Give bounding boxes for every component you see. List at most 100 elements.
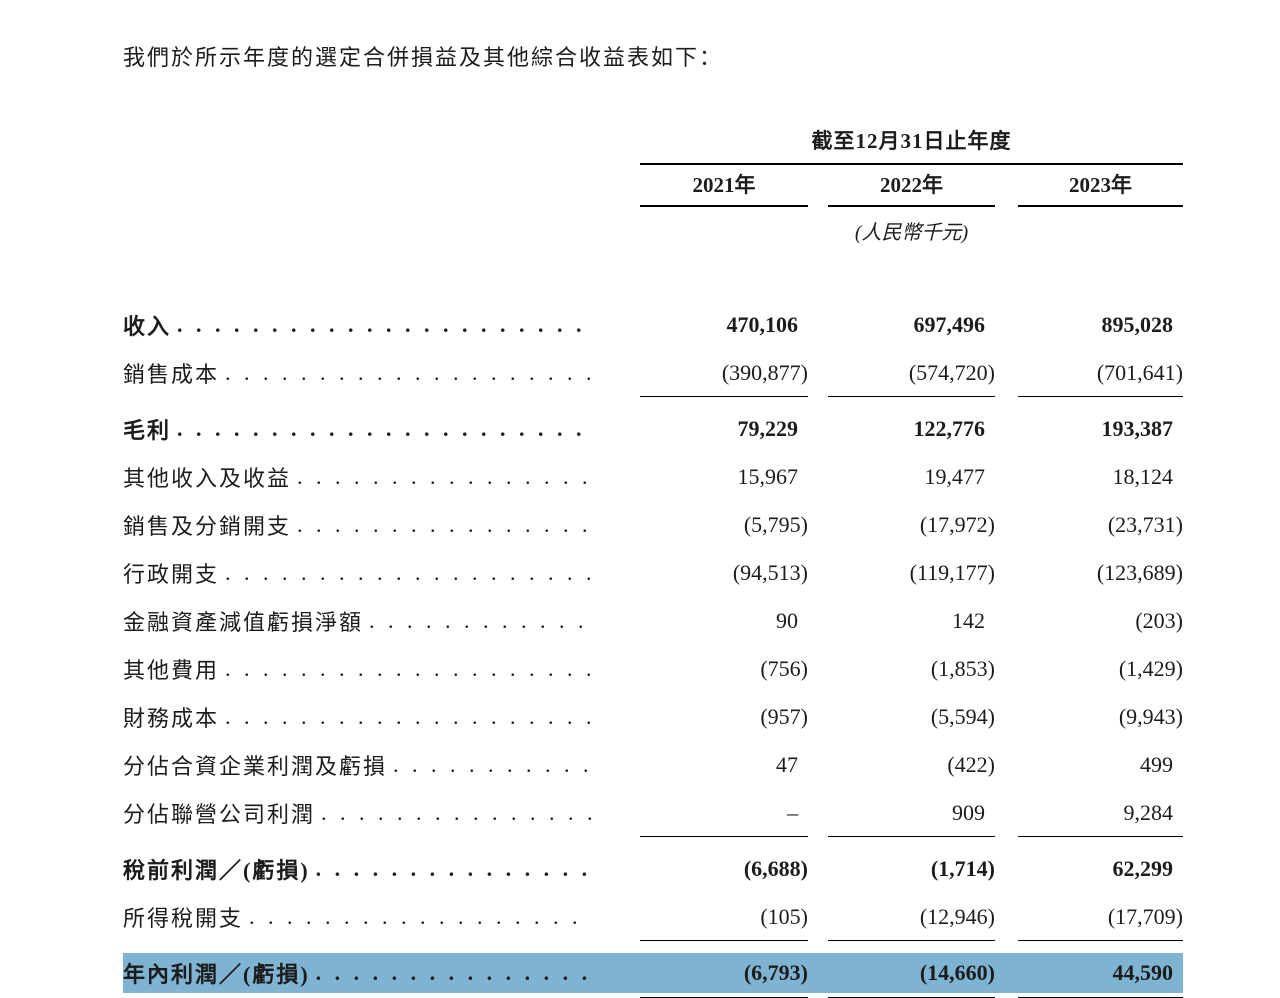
row-label: 銷售及分銷開支 (123, 514, 292, 539)
value-2021: 15,967 (737, 464, 799, 489)
dot-leader (225, 560, 592, 586)
value-2023: (203) (1135, 608, 1183, 633)
row-label-cell: 年內利潤／(虧損) (123, 953, 640, 993)
row-label-cell: 毛利 (123, 405, 640, 453)
row-label-cell: 其他收入及收益 (123, 453, 640, 501)
value-2021: 79,229 (737, 416, 799, 441)
row-label: 銷售成本 (123, 362, 220, 387)
value-2021: (957) (760, 704, 808, 729)
dot-leader (225, 704, 592, 730)
value-2021: (94,513) (732, 560, 808, 585)
value-2022: (422) (947, 752, 995, 777)
row-label-cell: 分佔聯營公司利潤 (123, 789, 640, 837)
value-2021: (105) (640, 893, 808, 941)
row-label: 其他費用 (123, 658, 220, 683)
row-label: 財務成本 (123, 706, 220, 731)
dot-leader (393, 752, 592, 778)
table-row: 財務成本 (957) (5,594) (9,943) (123, 693, 1183, 741)
table-row: 稅前利潤／(虧損) (6,688) (1,714) 62,299 (123, 845, 1183, 893)
table-row: 銷售成本 (390,877) (574,720) (701,641) (123, 349, 1183, 397)
value-2021: (6,688) (743, 856, 808, 881)
dot-leader (297, 512, 592, 538)
value-2022: 142 (952, 608, 985, 633)
row-label-cell: 銷售及分銷開支 (123, 501, 640, 549)
table-row: 分佔合資企業利潤及虧損 47 (422) 499 (123, 741, 1183, 789)
dot-leader (225, 656, 592, 682)
dot-leader (177, 312, 592, 338)
dot-leader (177, 416, 592, 442)
row-label-cell: 財務成本 (123, 693, 640, 741)
value-2022: 697,496 (913, 312, 986, 337)
table-row: 金融資產減值虧損淨額 90 142 (203) (123, 597, 1183, 645)
period-rule (640, 163, 1183, 165)
dot-leader (316, 856, 592, 882)
row-label-cell: 所得稅開支 (123, 893, 640, 941)
income-statement-table: 截至12月31日止年度 2021年 2022年 2023年 (人民幣千元) 收入… (123, 128, 1183, 998)
row-label: 收入 (123, 314, 172, 339)
period-header: 截至12月31日止年度 (811, 129, 1012, 153)
table-row: 所得稅開支 (105) (12,946) (17,709) (123, 893, 1183, 941)
value-2022: (14,660) (919, 960, 995, 985)
row-label-cell: 金融資產減值虧損淨額 (123, 597, 640, 645)
value-2023: (17,709) (1018, 893, 1183, 941)
value-2021: – (640, 789, 808, 837)
value-2022: (1,714) (930, 856, 995, 881)
row-label: 分佔聯營公司利潤 (123, 802, 316, 827)
value-2022: (1,853) (930, 656, 995, 681)
value-2021: (5,795) (743, 512, 808, 537)
table-body: 收入 470,106 697,496 895,028 銷售成本 (390,877… (123, 301, 1183, 998)
table-header: 截至12月31日止年度 2021年 2022年 2023年 (人民幣千元) (640, 128, 1183, 245)
row-label: 其他收入及收益 (123, 466, 292, 491)
value-2021: 47 (776, 752, 798, 777)
row-label-cell: 收入 (123, 301, 640, 349)
value-2021: (390,877) (640, 349, 808, 397)
table-row: 行政開支 (94,513) (119,177) (123,689) (123, 549, 1183, 597)
value-2022: 122,776 (913, 416, 986, 441)
row-label: 行政開支 (123, 562, 220, 587)
table-row: 銷售及分銷開支 (5,795) (17,972) (23,731) (123, 501, 1183, 549)
table-row: 分佔聯營公司利潤 – 909 9,284 (123, 789, 1183, 837)
table-row: 其他費用 (756) (1,853) (1,429) (123, 645, 1183, 693)
table-row: 年內利潤／(虧損) (6,793) (14,660) 44,590 (123, 953, 1183, 993)
dot-leader (249, 904, 592, 930)
dot-leader (225, 360, 592, 386)
value-2023: 9,284 (1018, 789, 1183, 837)
row-label-cell: 稅前利潤／(虧損) (123, 845, 640, 893)
year-column-2023: 2023年 (1018, 173, 1183, 207)
value-2023: 18,124 (1112, 464, 1174, 489)
row-label: 稅前利潤／(虧損) (123, 858, 310, 883)
value-2023: 895,028 (1101, 312, 1174, 337)
row-label: 分佔合資企業利潤及虧損 (123, 754, 388, 779)
unit-note: (人民幣千元) (854, 222, 969, 244)
value-2021: 90 (776, 608, 798, 633)
dot-leader (369, 608, 592, 634)
value-2023: (123,689) (1096, 560, 1183, 585)
row-label: 毛利 (123, 418, 172, 443)
value-2023: 193,387 (1101, 416, 1174, 441)
dot-leader (321, 800, 592, 826)
value-2022: (5,594) (930, 704, 995, 729)
value-2021: (6,793) (743, 960, 808, 985)
row-label-cell: 行政開支 (123, 549, 640, 597)
row-label: 年內利潤／(虧損) (123, 962, 310, 987)
value-2022: 909 (828, 789, 995, 837)
year-columns: 2021年 2022年 2023年 (640, 173, 1183, 207)
intro-text: 我們於所示年度的選定合併損益及其他綜合收益表如下： (123, 45, 724, 70)
value-2022: 19,477 (924, 464, 986, 489)
value-2023: (9,943) (1118, 704, 1183, 729)
row-label-cell: 銷售成本 (123, 349, 640, 397)
value-2022: (12,946) (828, 893, 995, 941)
value-2022: (574,720) (828, 349, 995, 397)
row-label: 金融資產減值虧損淨額 (123, 610, 364, 635)
table-row: 其他收入及收益 15,967 19,477 18,124 (123, 453, 1183, 501)
dot-leader (297, 464, 592, 490)
value-2023: 499 (1140, 752, 1173, 777)
row-label-cell: 其他費用 (123, 645, 640, 693)
value-2023: 62,299 (1112, 856, 1174, 881)
year-column-2021: 2021年 (640, 173, 808, 207)
value-2023: (701,641) (1018, 349, 1183, 397)
value-2023: 44,590 (1112, 960, 1174, 985)
value-2022: (17,972) (919, 512, 995, 537)
row-label: 所得稅開支 (123, 906, 244, 931)
table-row: 收入 470,106 697,496 895,028 (123, 301, 1183, 349)
